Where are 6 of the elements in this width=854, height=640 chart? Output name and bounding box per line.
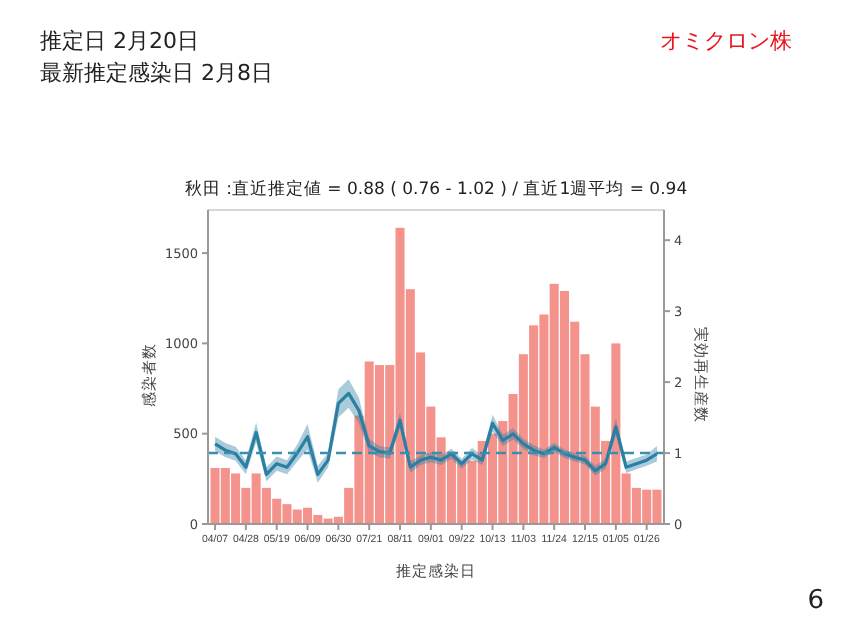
text: 推定日 2月20日 — [40, 28, 199, 54]
line-series — [213, 391, 659, 476]
chart-title: 秋田 :直近推定値 = 0.88 ( 0.76 - 1.02 ) / 直近1週平均 = 0.94 — [184, 178, 688, 200]
text: 最新推定感染日 2月8日 — [40, 60, 273, 86]
text: 6 — [807, 586, 824, 616]
text: オミクロン株 — [660, 28, 792, 54]
